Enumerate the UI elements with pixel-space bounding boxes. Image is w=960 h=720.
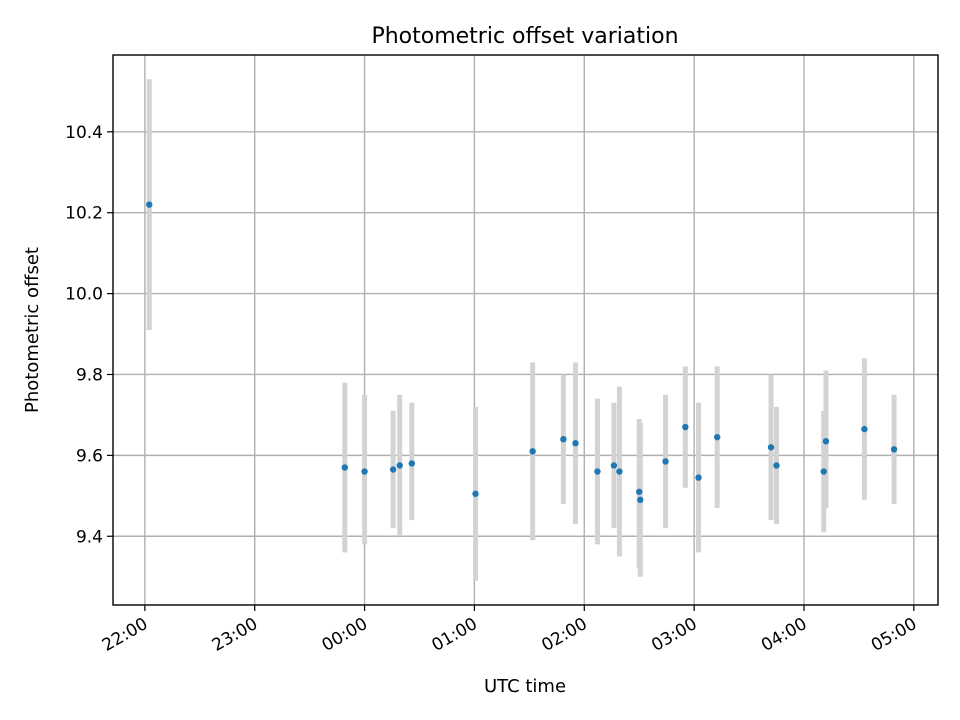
y-tick-label: 9.6 xyxy=(76,446,103,466)
data-point xyxy=(472,490,479,497)
data-point xyxy=(146,201,153,208)
x-tick-label: 05:00 xyxy=(868,614,920,656)
chart-title: Photometric offset variation xyxy=(371,24,678,49)
data-point xyxy=(341,464,348,471)
data-point xyxy=(695,474,702,481)
grid-lines xyxy=(113,55,938,605)
data-point xyxy=(662,458,669,465)
data-point xyxy=(822,438,830,445)
x-tick-label: 02:00 xyxy=(538,614,590,656)
data-point xyxy=(529,448,536,455)
data-point xyxy=(361,468,368,475)
data-point xyxy=(610,462,618,469)
data-point xyxy=(682,423,689,431)
data-point xyxy=(767,444,775,451)
x-tick-label: 22:00 xyxy=(99,614,151,656)
y-axis-ticks: 9.4 9.6 9.8 10.0 10.2 10.4 xyxy=(65,123,113,547)
data-point xyxy=(637,496,644,504)
error-bars xyxy=(146,79,897,581)
data-point xyxy=(594,468,601,475)
data-point xyxy=(890,446,898,453)
x-tick-label: 00:00 xyxy=(319,614,371,656)
y-tick-label: 9.8 xyxy=(76,365,103,385)
data-point xyxy=(396,462,403,469)
y-axis-label: Photometric offset xyxy=(22,247,43,413)
data-point xyxy=(616,468,623,475)
data-points xyxy=(146,201,898,504)
plot-frame xyxy=(112,54,939,606)
x-tick-label: 23:00 xyxy=(209,614,261,656)
data-point xyxy=(820,468,827,475)
data-point xyxy=(408,460,416,467)
y-tick-label: 10.0 xyxy=(65,285,103,305)
y-tick-label: 9.4 xyxy=(76,527,103,547)
data-point xyxy=(713,433,721,441)
data-point xyxy=(773,462,780,469)
data-point xyxy=(560,435,567,443)
y-tick-label: 10.4 xyxy=(65,123,103,143)
data-point xyxy=(861,425,868,433)
x-axis-label: UTC time xyxy=(484,676,566,697)
x-tick-label: 04:00 xyxy=(758,614,810,656)
x-tick-label: 01:00 xyxy=(428,614,480,656)
x-axis-ticks: 22:00 23:00 00:00 01:00 02:00 03:00 04:00 05:00 xyxy=(99,605,920,656)
y-tick-label: 10.2 xyxy=(65,204,103,224)
data-point xyxy=(389,466,397,473)
data-point xyxy=(572,440,579,447)
data-point xyxy=(635,488,643,495)
x-tick-label: 03:00 xyxy=(648,614,700,656)
